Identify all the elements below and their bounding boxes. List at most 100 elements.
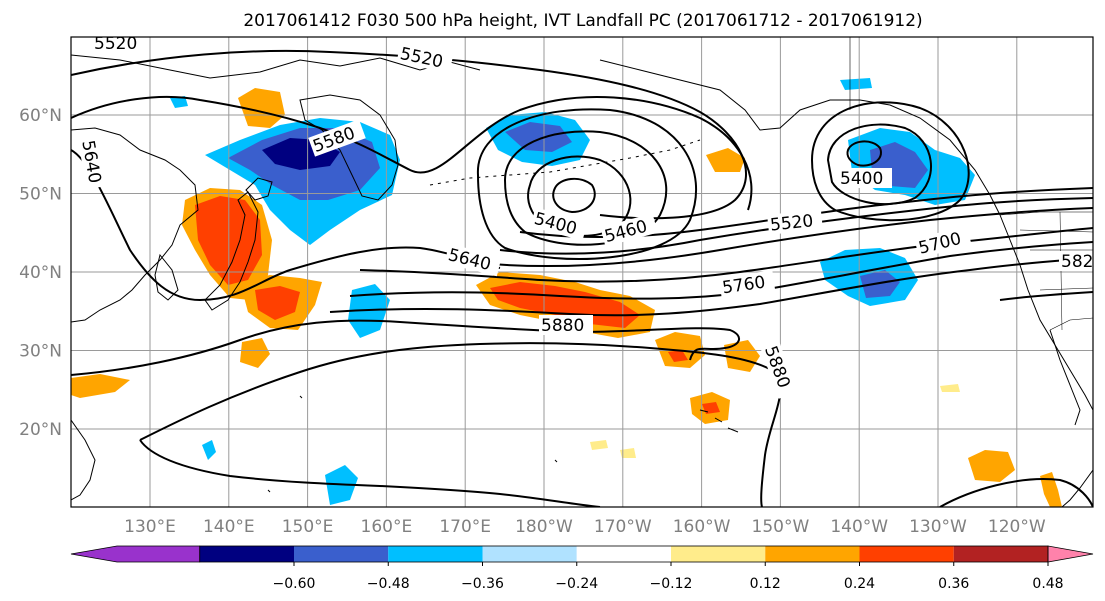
colorbar-extend-high xyxy=(1047,545,1094,563)
colorbar-tick-label: −0.36 xyxy=(461,576,504,592)
colorbar-box xyxy=(671,546,766,562)
contour-labels: 5520 5520 5580 5640 5400 5460 5520 5400 … xyxy=(77,34,1093,399)
shade-orange-se xyxy=(968,450,1015,482)
shade-yellow-small1 xyxy=(590,440,608,450)
longitude-label: 170°W xyxy=(594,517,652,537)
figure-title: 2017061412 F030 500 hPa height, IVT Land… xyxy=(243,11,922,31)
shade-blue-west-pac xyxy=(348,284,390,338)
contour-label: 5520 xyxy=(769,211,814,235)
longitude-label: 130°E xyxy=(124,517,176,537)
shade-blue-nw xyxy=(170,96,188,108)
shade-blue-small xyxy=(202,440,216,460)
coast-hokkaido xyxy=(245,177,273,201)
contour-label: 5520 xyxy=(94,34,137,54)
longitude-label: 160°W xyxy=(673,517,731,537)
contour-label: 5880 xyxy=(541,316,584,336)
latitude-label: 20°N xyxy=(19,420,62,440)
border-us-mexico xyxy=(1049,317,1093,331)
contour-sw xyxy=(939,478,1093,507)
longitude-labels: 130°E 140°E 150°E 160°E 170°E 180°W 170°W 160°W… xyxy=(124,517,1046,537)
colorbar-box xyxy=(482,546,577,562)
contour-label: 582 xyxy=(1061,252,1093,272)
coast-korea xyxy=(154,253,179,301)
shade-yellow-small2 xyxy=(620,448,636,458)
colorbar-tick-label: −0.48 xyxy=(367,576,410,592)
map-frame xyxy=(70,36,1094,508)
contour-5520-north xyxy=(71,49,747,220)
contour-low-gulf-1 xyxy=(846,140,882,167)
longitude-label: 150°W xyxy=(752,517,810,537)
colorbar-tick-label: −0.12 xyxy=(650,576,693,592)
contour-low-aleutian-4 xyxy=(476,108,698,260)
coast-islands xyxy=(267,395,558,493)
shade-orange-se2 xyxy=(1040,472,1062,507)
colorbar-tick-label: 0.12 xyxy=(750,576,781,592)
coast-japan xyxy=(204,191,259,311)
shade-yellow-small3 xyxy=(940,384,960,392)
coast-alaska xyxy=(599,59,1001,216)
shade-medblue-aleutian xyxy=(505,122,572,152)
coast-hawaii xyxy=(699,409,739,433)
colorbar-box xyxy=(859,546,954,562)
coast-asia xyxy=(71,127,199,323)
shade-blue-alaska-small xyxy=(840,78,872,90)
map-panel: 5520 5520 5580 5640 5400 5460 5520 5400 … xyxy=(70,34,1094,508)
contour-5640-west xyxy=(71,149,501,302)
latitude-label: 50°N xyxy=(19,185,62,205)
colorbar: −0.60 −0.48 −0.36 −0.24 −0.12 0.12 0.24 0.36 0.4… xyxy=(70,545,1094,592)
shade-red-subtrop1 xyxy=(668,350,688,362)
shade-orange-subtrop2 xyxy=(724,340,760,372)
longitude-label: 180°W xyxy=(515,517,573,537)
colorbar-tick-label: −0.24 xyxy=(555,576,598,592)
colorbar-boxes xyxy=(70,545,1094,563)
colorbar-box xyxy=(388,546,483,562)
contour-5880-south xyxy=(139,439,601,507)
shade-red-hawaii xyxy=(702,402,720,414)
longitude-label: 140°E xyxy=(203,517,255,537)
coast-baja xyxy=(1049,329,1081,426)
contour-5820 xyxy=(71,319,740,376)
colorbar-tick-label: 0.48 xyxy=(1032,576,1063,592)
colorbar-ticks: −0.60 −0.48 −0.36 −0.24 −0.12 0.12 0.24 0.36 0.4… xyxy=(273,562,1064,592)
latitude-labels: 60°N 50°N 40°N 30°N 20°N xyxy=(19,106,62,440)
coast-philippines xyxy=(71,419,96,501)
colorbar-box xyxy=(294,546,389,562)
colorbar-tick-label: −0.60 xyxy=(273,576,316,592)
contour-5580 xyxy=(71,95,753,211)
coast-mexico xyxy=(1061,469,1093,507)
colorbar-tick-label: 0.36 xyxy=(938,576,969,592)
gridlines xyxy=(71,37,1093,507)
coastlines xyxy=(71,37,1093,507)
contour-low-aleutian-1 xyxy=(552,177,596,214)
colorbar-box xyxy=(199,546,295,562)
colorbar-tick-label: 0.24 xyxy=(844,576,875,592)
longitude-label: 140°W xyxy=(830,517,888,537)
contour-label: 5400 xyxy=(840,169,883,189)
longitude-label: 170°E xyxy=(439,517,491,537)
contour-low-aleutian-3 xyxy=(503,130,668,246)
latitude-label: 60°N xyxy=(19,106,62,126)
colorbar-frame xyxy=(199,545,1049,563)
contour-5820-east xyxy=(999,291,1093,301)
latitude-label: 30°N xyxy=(19,342,62,362)
shade-orange-west xyxy=(71,374,130,398)
contour-low-gulf-2 xyxy=(826,123,932,206)
colorbar-extend-low xyxy=(70,545,201,563)
shade-orange-south-japan xyxy=(240,338,270,368)
longitude-label: 160°E xyxy=(361,517,413,537)
longitude-label: 130°W xyxy=(909,517,967,537)
border-canada-us xyxy=(999,211,1093,216)
latitude-label: 40°N xyxy=(19,263,62,283)
longitude-label: 120°W xyxy=(988,517,1046,537)
contour-5760-band xyxy=(329,257,1093,317)
shade-red-east-japan xyxy=(255,286,300,320)
border-states xyxy=(1019,211,1093,331)
contour-5880 xyxy=(139,342,782,507)
contour-low-gulf-3 xyxy=(810,101,970,222)
longitude-label: 150°E xyxy=(282,517,334,537)
shade-orange-okhotsk xyxy=(238,88,285,128)
colorbar-box xyxy=(953,546,1048,562)
shade-orange-alaska xyxy=(706,148,745,172)
contour-5520-band xyxy=(469,207,1093,268)
